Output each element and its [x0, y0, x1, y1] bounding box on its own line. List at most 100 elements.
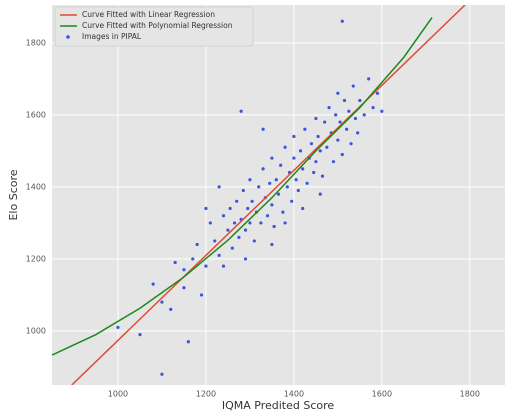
scatter-point: [272, 224, 276, 229]
x-tick-label: 1000: [108, 390, 128, 399]
scatter-point: [160, 372, 164, 376]
scatter-point: [292, 156, 296, 160]
scatter-point: [221, 264, 226, 268]
scatter-point: [371, 106, 375, 110]
scatter-point: [228, 206, 232, 211]
scatter-point: [191, 257, 195, 261]
scatter-point: [340, 19, 344, 23]
scatter-point: [301, 167, 305, 171]
y-tick-label: 1800: [26, 38, 46, 47]
scatter-point: [336, 91, 340, 95]
scatter-point: [323, 120, 327, 124]
scatter-point: [316, 134, 320, 139]
scatter-point: [239, 109, 243, 113]
scatter-point: [221, 214, 226, 218]
scatter-point: [358, 98, 362, 103]
scatter-point: [248, 221, 252, 225]
scatter-point: [204, 264, 208, 268]
scatter-point: [342, 98, 347, 103]
scatter-point: [331, 160, 336, 164]
plot-area: [52, 5, 466, 385]
scatter-point: [265, 214, 270, 218]
scatter-point: [312, 170, 316, 175]
scatter-point: [318, 149, 322, 153]
ticks: 1000 1200 1400 1600 1800 1000 1200 1400 1600 1800: [26, 38, 480, 398]
scatter-point: [298, 149, 303, 153]
scatter-point: [268, 181, 272, 185]
scatter-point: [173, 260, 177, 265]
grid: [52, 5, 505, 385]
scatter-point: [250, 199, 254, 203]
scatter-point: [276, 192, 281, 196]
scatter-point: [257, 185, 261, 189]
scatter-point: [294, 178, 298, 182]
scatter-point: [301, 206, 305, 211]
scatter-point: [281, 210, 285, 214]
scatter-point: [246, 206, 250, 211]
scatter-point: [325, 145, 329, 149]
x-tick-label: 1800: [460, 390, 480, 399]
scatter-point: [160, 300, 164, 304]
scatter-point: [305, 181, 309, 185]
x-tick-label: 1400: [284, 390, 304, 399]
scatter-point: [241, 188, 245, 193]
scatter-point: [345, 127, 349, 131]
scatter-point: [283, 221, 287, 225]
scatter-point: [261, 167, 265, 171]
scatter-point: [362, 113, 366, 117]
scatter-point: [270, 242, 274, 247]
scatter-point: [199, 293, 204, 297]
scatter-point: [208, 221, 212, 225]
scatter-point: [195, 242, 199, 247]
scatter-point: [375, 91, 380, 95]
scatter-point: [356, 131, 360, 135]
scatter-point: [367, 77, 371, 81]
y-tick-label: 1000: [26, 326, 46, 335]
scatter-point: [186, 340, 190, 344]
x-axis-label: IQMA Predited Score: [222, 399, 335, 412]
x-tick-label: 1200: [196, 390, 216, 399]
legend-box: [54, 6, 254, 47]
scatter-point: [248, 178, 252, 182]
y-axis-label: Elo Score: [7, 169, 20, 220]
scatter-point: [151, 282, 155, 286]
scatter-point: [347, 109, 351, 113]
scatter-point: [261, 127, 265, 131]
legend-label: Curve Fitted with Linear Regression: [82, 10, 215, 19]
fit-line: [52, 17, 433, 356]
scatter-point: [138, 332, 142, 337]
scatter-point: [380, 109, 384, 113]
scatter-point: [232, 221, 237, 225]
x-tick-label: 1600: [372, 390, 392, 399]
scatter-point: [296, 188, 300, 193]
scatter-point: [270, 156, 274, 160]
scatter-point: [279, 163, 283, 167]
scatter-point: [292, 134, 296, 139]
legend: Curve Fitted with Linear Regression Curve…: [54, 6, 254, 47]
scatter-point: [290, 199, 294, 203]
scatter-point: [182, 286, 186, 290]
fit-line: [71, 5, 466, 385]
scatter-point: [213, 239, 217, 243]
scatter-point: [338, 120, 342, 124]
scatter-point: [327, 106, 331, 110]
scatter-point: [309, 142, 314, 146]
legend-label: Images in PIPAL: [82, 32, 142, 41]
scatter-point: [274, 178, 278, 182]
scatter-point: [336, 138, 340, 142]
scatter-point: [182, 268, 186, 272]
scatter-point: [314, 116, 318, 121]
scatter-point: [270, 203, 274, 207]
scatter-point: [116, 325, 120, 329]
scatter-point: [283, 145, 287, 149]
scatter-point: [230, 246, 234, 250]
scatter-point: [285, 185, 289, 189]
scatter-point: [318, 192, 322, 196]
scatter-point: [217, 253, 221, 257]
scatter-point: [314, 160, 318, 164]
scatter-point: [259, 221, 263, 225]
scatter-point: [243, 228, 248, 232]
legend-label: Curve Fitted with Polynomial Regression: [82, 21, 233, 30]
